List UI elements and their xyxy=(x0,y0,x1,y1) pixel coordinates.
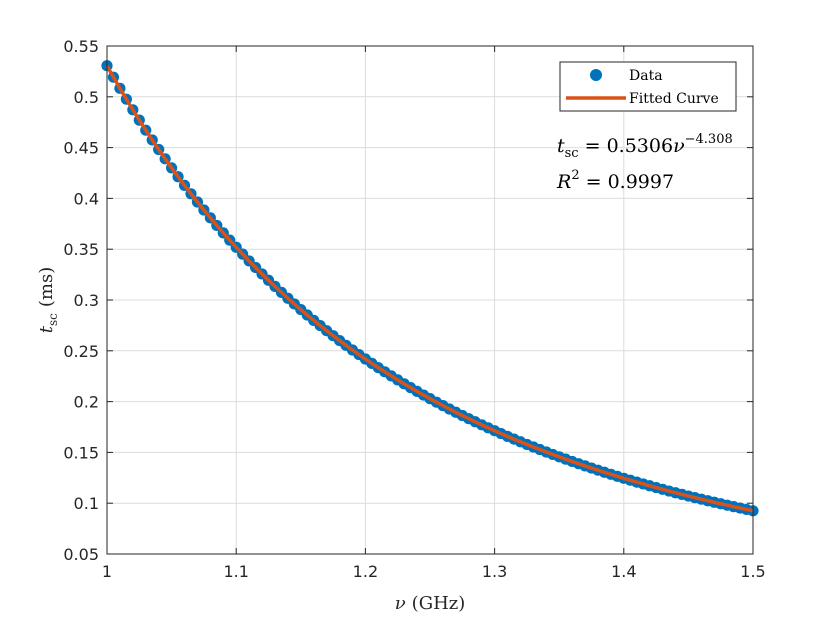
r-squared-power: 2 xyxy=(571,168,579,183)
y-tick-label: 0.15 xyxy=(63,443,99,462)
r-squared-value: = 0.9997 xyxy=(580,171,674,193)
data-layer xyxy=(101,60,759,517)
y-tick-label: 0.4 xyxy=(74,189,99,208)
legend: Data Fitted Curve xyxy=(559,61,737,112)
y-tick-label: 0.1 xyxy=(74,494,99,513)
y-tick-label: 0.05 xyxy=(63,545,99,564)
y-axis-unit: (ms) xyxy=(36,267,57,307)
legend-label-data: Data xyxy=(629,68,663,84)
r-squared-symbol: R xyxy=(556,171,571,193)
x-tick-label: 1.1 xyxy=(223,562,248,581)
x-axis-unit: (GHz) xyxy=(412,593,466,614)
x-tick-label: 1.5 xyxy=(740,562,765,581)
y-tick-label: 0.2 xyxy=(74,393,99,412)
y-tick-label: 0.35 xyxy=(63,240,99,259)
y-axis-subscript: sc xyxy=(46,313,60,326)
y-tick-label: 0.55 xyxy=(63,37,99,56)
legend-marker-data xyxy=(590,69,602,81)
equation-exponent: −4.308 xyxy=(685,132,733,147)
equation-lhs-sub: sc xyxy=(565,146,579,161)
x-axis-label: ν (GHz) xyxy=(395,593,466,614)
fitted-curve-line xyxy=(105,64,754,513)
x-tick-label: 1 xyxy=(102,562,112,581)
legend-box xyxy=(559,61,737,112)
equation-lhs: t xyxy=(557,135,565,157)
x-tick-label: 1.4 xyxy=(611,562,636,581)
legend-label-fit: Fitted Curve xyxy=(629,91,719,107)
x-axis-symbol: ν xyxy=(395,593,406,614)
equation-coefficient: = 0.5306 xyxy=(579,135,673,157)
y-tick-label: 0.25 xyxy=(63,342,99,361)
equation-var: ν xyxy=(673,135,685,157)
ticks: 1 1.1 1.2 1.3 1.4 1.5 0.05 0.1 0.15 0.2 0.25 0.3 0.3… xyxy=(63,37,765,581)
y-axis-symbol: t xyxy=(36,325,57,333)
x-tick-label: 1.2 xyxy=(353,562,378,581)
x-tick-label: 1.3 xyxy=(482,562,507,581)
y-tick-label: 0.5 xyxy=(74,88,99,107)
y-tick-label: 0.3 xyxy=(74,291,99,310)
y-tick-label: 0.45 xyxy=(63,139,99,158)
r-squared: R2 = 0.9997 xyxy=(556,168,674,193)
y-axis-label: tsc (ms) xyxy=(36,267,60,333)
fit-equation: tsc = 0.5306ν−4.308 xyxy=(557,132,733,161)
